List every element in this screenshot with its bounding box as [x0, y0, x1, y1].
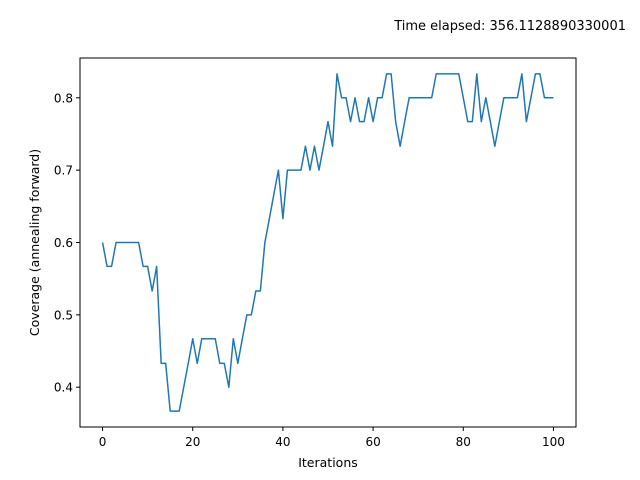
- chart-title: Time elapsed: 356.1128890330001: [394, 19, 626, 34]
- x-tick-label: 40: [275, 435, 290, 449]
- x-tick-label: 20: [185, 435, 200, 449]
- y-axis-label: Coverage (annealing forward): [27, 149, 42, 336]
- x-tick-label: 100: [542, 435, 565, 449]
- x-tick-label: 80: [456, 435, 471, 449]
- y-tick-label: 0.8: [54, 91, 73, 105]
- series-line-0: [101, 73, 554, 412]
- x-tick-label: 0: [99, 435, 107, 449]
- y-tick-label: 0.4: [54, 381, 73, 395]
- x-axis-label: Iterations: [298, 455, 358, 470]
- y-tick-label: 0.7: [54, 164, 73, 178]
- y-tick-label: 0.5: [54, 308, 73, 322]
- y-tick-label: 0.6: [54, 236, 73, 250]
- x-tick-label: 60: [365, 435, 380, 449]
